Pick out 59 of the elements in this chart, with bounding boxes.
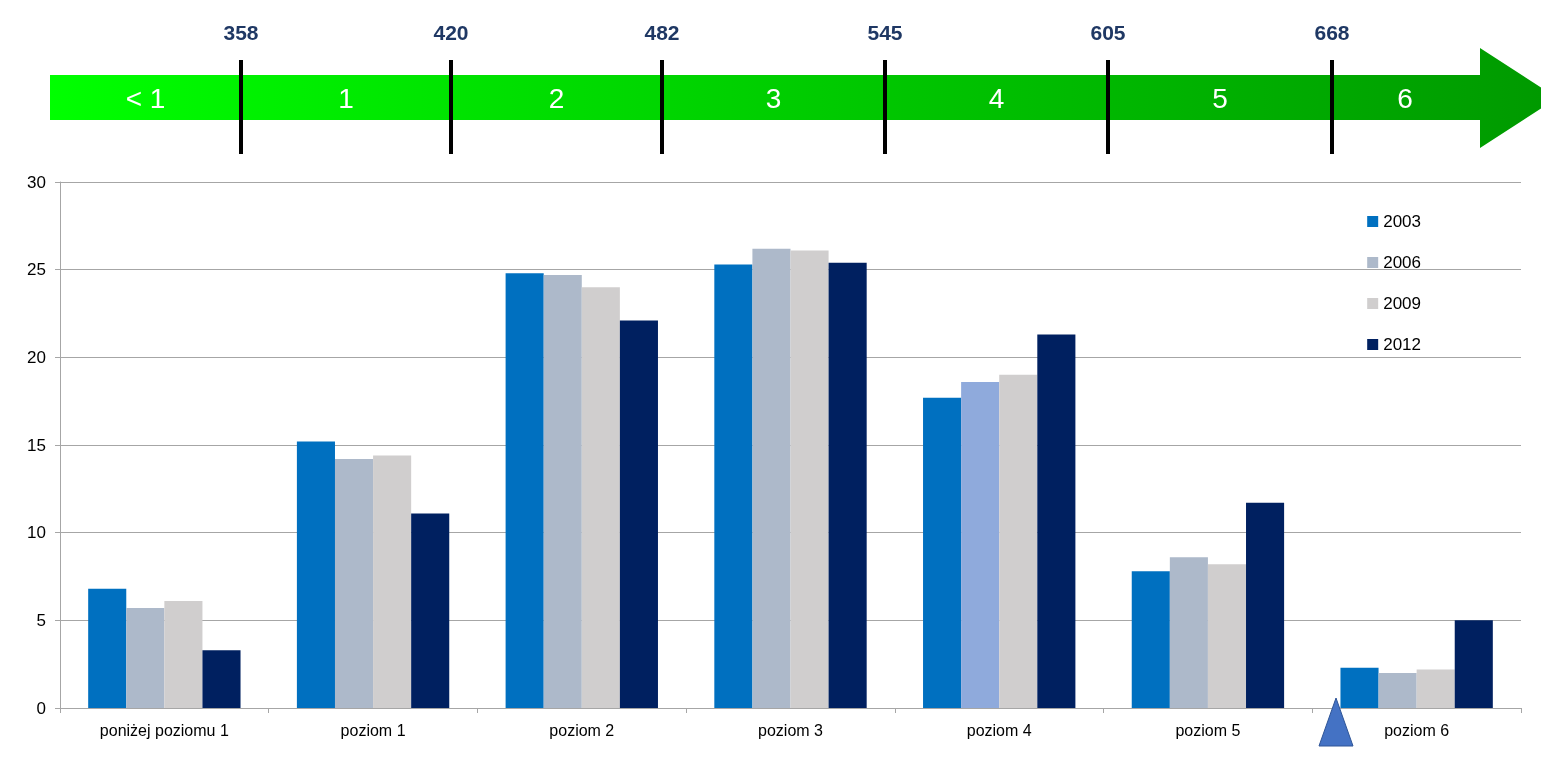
bar [334,459,374,708]
bar [790,250,829,708]
text: 358 [223,21,259,44]
bar [1340,667,1379,708]
bar [1378,672,1417,708]
x-tick-label: poziom 4 [966,721,1032,739]
bar [543,274,582,708]
bar [1169,557,1208,708]
text: 3 [765,83,782,114]
y-tick-label: 25 [27,260,46,280]
bar [505,273,544,708]
bar [752,248,791,708]
y-tick-label: 5 [36,610,46,630]
text: 420 [433,21,469,44]
text: 1 [338,83,354,114]
bar [1131,571,1170,708]
x-tick-label: poziom 1 [340,721,406,739]
bar [202,650,241,708]
legend-label: 2009 [1383,294,1422,313]
y-tick-label: 10 [27,523,46,543]
x-tick-label: poziom 2 [549,721,615,739]
bar [373,455,412,708]
bar [714,264,753,708]
y-tick-label: 0 [36,698,46,718]
bar [1246,502,1285,708]
bar [619,320,658,708]
bar [828,262,867,708]
legend-label: 2003 [1383,212,1422,231]
bar [1416,669,1455,708]
bar [581,287,620,708]
bar [1454,620,1493,708]
bar [126,608,165,708]
text: 482 [644,21,680,44]
bar [1037,334,1076,708]
text: 6 [1397,83,1413,114]
y-tick-label: 30 [27,172,46,192]
text: 2 [548,83,565,114]
text: < 1 [125,83,166,114]
x-tick-label: poziom 5 [1175,721,1241,739]
text: 5 [1212,83,1228,114]
x-tick-label: poniżej poziomu 1 [99,721,229,739]
legend-label: 2006 [1383,253,1422,272]
text: 605 [1090,21,1126,44]
bar [296,441,335,708]
x-tick-label: poziom 6 [1384,721,1450,739]
text: 4 [988,83,1005,114]
bar [999,374,1038,708]
bar [411,513,450,708]
bar [961,381,1000,708]
bar [923,397,962,708]
bar [1207,564,1247,708]
legend-label: 2012 [1383,335,1422,354]
y-tick-label: 20 [27,347,46,367]
text: 545 [867,21,903,44]
y-tick-label: 15 [27,435,46,455]
text: 668 [1314,21,1350,44]
bar [164,601,203,708]
x-tick-label: poziom 3 [758,721,824,739]
bar [88,588,127,708]
